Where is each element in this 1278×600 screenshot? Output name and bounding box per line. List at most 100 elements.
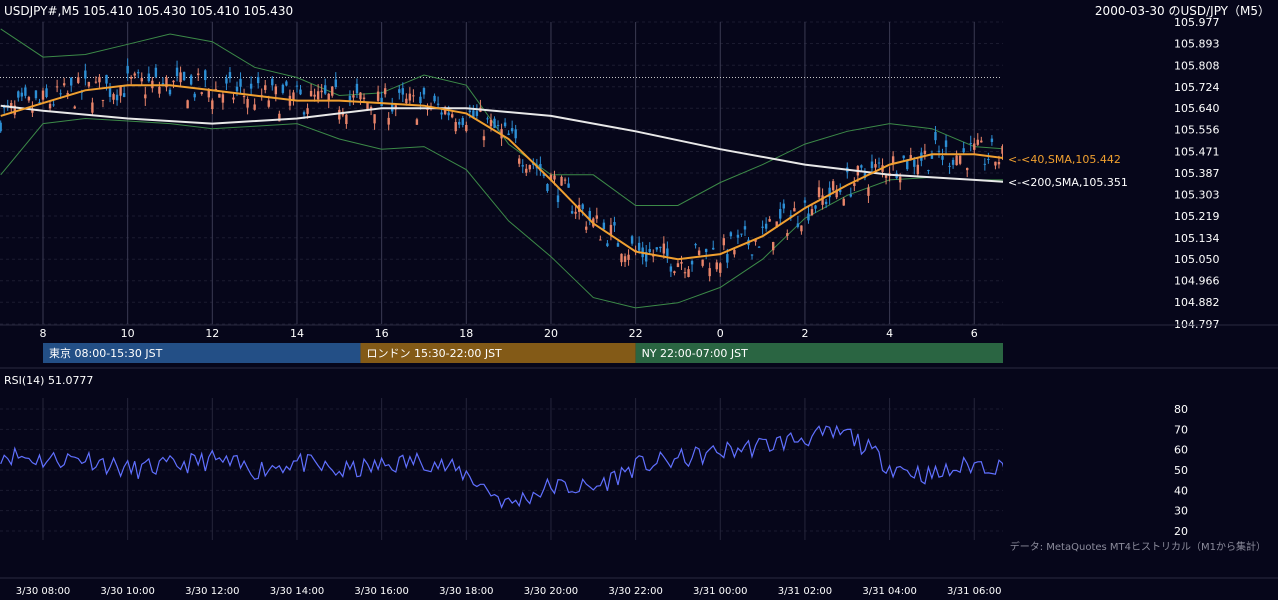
candle-body: [563, 179, 567, 181]
candle-body: [454, 122, 457, 132]
datetime-tick-label: 3/30 18:00: [439, 586, 493, 597]
candle-body: [122, 93, 126, 97]
price-tick-label: 105.724: [1174, 81, 1220, 94]
candle-body: [468, 110, 472, 113]
candle-body: [115, 94, 119, 101]
candle-body: [108, 87, 112, 97]
candle-body: [1001, 146, 1003, 154]
candle-body: [267, 100, 270, 107]
session-ny-label: NY 22:00-07:00 JST: [642, 347, 749, 360]
candle-body: [288, 95, 292, 106]
candle-body: [443, 107, 447, 115]
candle-body: [482, 136, 486, 141]
price-tick-label: 104.882: [1174, 296, 1220, 309]
candle-body: [937, 150, 941, 152]
candle-body: [112, 94, 115, 100]
candle-body: [835, 189, 838, 198]
rsi-line: [0, 424, 1003, 509]
candle-body: [158, 86, 161, 94]
hour-tick-label: 14: [290, 327, 304, 340]
candle-body: [221, 94, 225, 103]
candle-body: [528, 165, 531, 170]
candle-body: [211, 100, 214, 110]
candle-body: [990, 138, 994, 142]
hour-tick-label: 20: [544, 327, 558, 340]
candle-body: [345, 114, 348, 124]
candle-body: [803, 200, 807, 203]
candle-body: [680, 261, 683, 264]
candle-body: [299, 89, 302, 95]
candle-body: [66, 92, 69, 97]
candle-body: [701, 259, 704, 266]
datetime-tick-label: 3/31 02:00: [778, 586, 832, 597]
candle-body: [736, 234, 740, 238]
candle-body: [655, 247, 658, 250]
candle-body: [525, 168, 528, 173]
symbol-quote: USDJPY#,M5 105.410 105.430 105.410 105.4…: [4, 4, 293, 18]
candle-body: [637, 242, 641, 251]
candle-body: [789, 215, 793, 218]
datetime-tick-label: 3/30 10:00: [100, 586, 154, 597]
candle-body: [609, 224, 613, 235]
candle-body: [0, 122, 2, 132]
candle-body: [161, 83, 165, 85]
candle-body: [48, 103, 52, 109]
candle-body: [320, 90, 323, 93]
candle-body: [916, 164, 920, 175]
candle-body: [874, 164, 877, 168]
candle-body: [800, 225, 803, 232]
candle-body: [779, 209, 782, 219]
price-tick-label: 105.387: [1174, 167, 1220, 180]
candle-body: [84, 70, 87, 79]
candle-body: [588, 210, 591, 221]
candle-body: [70, 77, 73, 86]
candle-body: [676, 263, 680, 268]
candle-body: [433, 95, 436, 102]
candle-body: [362, 97, 366, 99]
candle-body: [59, 93, 62, 95]
candle-body: [913, 159, 916, 167]
price-tick-label: 105.640: [1174, 102, 1220, 115]
candle-body: [602, 222, 606, 230]
candle-body: [687, 269, 690, 278]
data-source-note: データ: MetaQuotes MT4ヒストリカル（M1から集計）: [1010, 540, 1266, 553]
candle-body: [549, 174, 553, 181]
candle-body: [140, 78, 143, 82]
hour-tick-label: 4: [886, 327, 893, 340]
candle-body: [87, 81, 91, 87]
candle-body: [147, 73, 151, 82]
candle-body: [782, 203, 785, 209]
bollinger-bands: [0, 28, 1003, 309]
candle-body: [754, 239, 757, 242]
candle-body: [870, 161, 874, 169]
candle-body: [606, 243, 609, 247]
candle-body: [973, 143, 976, 150]
price-tick-label: 105.134: [1174, 232, 1220, 245]
candle-body: [941, 156, 944, 160]
candle-body: [450, 114, 454, 118]
candle-body: [278, 113, 281, 122]
hour-tick-label: 16: [375, 327, 389, 340]
rsi-grid: [0, 398, 1003, 540]
candle-body: [814, 205, 817, 209]
candle-body: [715, 262, 718, 270]
candle-body: [355, 83, 359, 94]
candle-body: [295, 85, 299, 87]
candle-body: [898, 176, 902, 183]
candle-body: [52, 104, 55, 106]
main-grid: [0, 21, 1003, 325]
candle-body: [627, 254, 630, 260]
candle-body: [292, 92, 295, 101]
candle-body: [669, 266, 673, 272]
rsi-axis: 80 70 60 50 40 30 20: [1174, 403, 1188, 538]
hour-tick-label: 18: [459, 327, 473, 340]
candle-body: [994, 161, 997, 166]
candle-body: [316, 91, 320, 100]
candle-body: [172, 80, 175, 83]
candle-body: [906, 159, 909, 170]
candle-body: [775, 221, 778, 228]
datetime-tick-label: 3/30 14:00: [270, 586, 324, 597]
hour-tick-label: 2: [801, 327, 808, 340]
rsi-tick-label: 80: [1174, 403, 1188, 416]
hour-tick-label: 12: [205, 327, 219, 340]
